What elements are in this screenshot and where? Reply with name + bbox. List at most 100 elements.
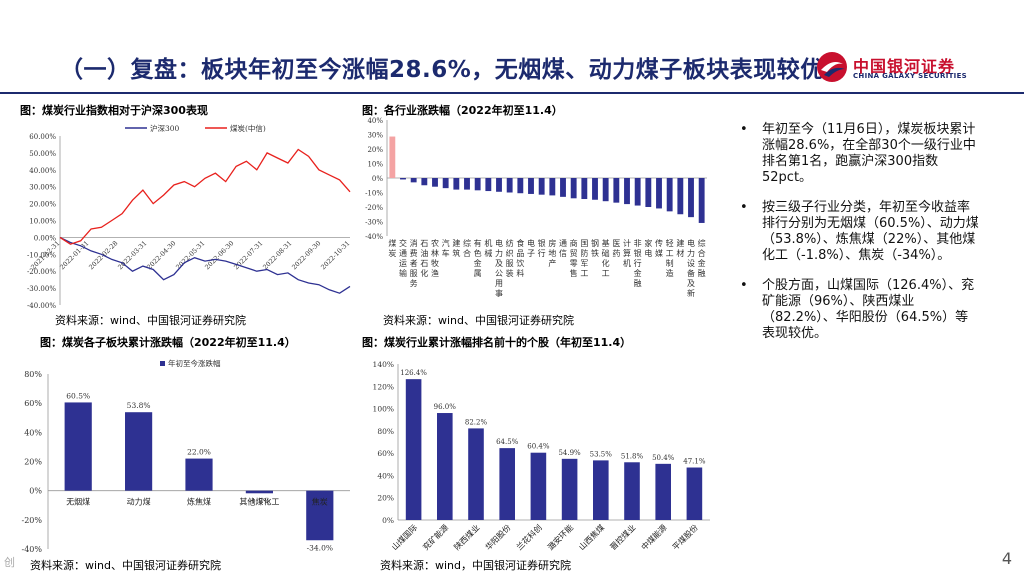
chart1-y-tick: 0.00% xyxy=(34,234,57,242)
chart3-bar-chart: 80% 60% 40% 20% 0% -20% -40% 年初至今涨跌幅 60.5% 无烟煤 53.… xyxy=(22,358,350,554)
bullet-dot-icon: • xyxy=(740,200,748,215)
chart2-x-label: 通信 xyxy=(559,238,567,258)
logo-text-en: CHINA GALAXY SECURITIES xyxy=(853,72,967,80)
chart2-bar xyxy=(570,178,577,199)
chart1-x-tick: 2022-04-30 xyxy=(145,239,177,271)
chart3-y-tick: 20% xyxy=(24,458,42,467)
chart2-x-label: 电力设备及新 xyxy=(687,238,695,298)
chart4-bar xyxy=(593,460,609,520)
chart4-source: 资料来源：wind，中国银河证券研究院 xyxy=(380,559,572,572)
chart2-x-label: 建材 xyxy=(676,238,684,258)
chart2-title: 图：各行业涨跌幅（2022年初至11.4） xyxy=(362,104,563,117)
chart2-x-label: 电力及公用事 xyxy=(495,238,503,298)
chart2-y-tick: 30% xyxy=(367,132,383,140)
chart2-bar xyxy=(453,178,460,190)
chart2-bar xyxy=(389,136,396,178)
chart1-y-tick: 10.00% xyxy=(29,218,56,226)
chart2-x-label: 交通运输 xyxy=(399,238,407,278)
chart2-bar xyxy=(538,178,545,195)
chart2-bar xyxy=(528,178,534,194)
chart4-data-label: 47.1% xyxy=(683,458,706,466)
chart4-data-label: 54.9% xyxy=(558,449,581,457)
chart2-y-tick: -20% xyxy=(365,204,383,212)
chart2-bar xyxy=(656,178,662,209)
chart1-x-tick: 2022-10-31 xyxy=(319,239,351,271)
chart2-bar xyxy=(517,178,524,194)
chart3-bar xyxy=(125,412,153,491)
chart1-legend-label: 煤炭(中信) xyxy=(230,123,266,133)
chart2-x-label: 农林牧渔 xyxy=(431,238,439,278)
company-logo: 中国银河证券 CHINA GALAXY SECURITIES xyxy=(815,50,975,86)
chart1-line-chart: 60.00% 50.00% 40.00% 30.00% 20.00% 10.00% 0.00… xyxy=(27,123,351,310)
chart4-data-label: 96.0% xyxy=(434,403,457,411)
chart3-y-tick: 60% xyxy=(24,399,42,408)
footer-mark: 创 xyxy=(4,556,15,569)
chart1-y-tick: 60.00% xyxy=(29,133,56,141)
chart1-x-tick: 2022-09-30 xyxy=(290,239,322,271)
bullet-text: 个股方面，山煤国际（126.4%）、兖矿能源（96%）、陕西煤业（82.2%）、… xyxy=(762,278,975,341)
chart2-bar xyxy=(677,178,684,215)
chart4-bar-chart: 140% 120% 100% 80% 60% 40% 20% 0% 126.4% 山煤国际 96.0… xyxy=(373,360,710,552)
chart4-y-tick: 100% xyxy=(373,405,394,414)
chart2-y-tick: -30% xyxy=(365,219,383,227)
chart1-series-line xyxy=(59,148,351,245)
chart2-bar xyxy=(549,178,556,196)
chart2-y-tick: 0% xyxy=(372,175,383,183)
chart2-bar xyxy=(496,178,502,192)
chart1-y-tick: 40.00% xyxy=(29,167,56,175)
chart3-data-label: 60.5% xyxy=(66,391,90,400)
chart2-x-label: 综合 xyxy=(463,238,471,258)
chart2-bar xyxy=(592,178,598,200)
chart2-bar xyxy=(464,178,470,190)
chart4-bar xyxy=(499,448,515,520)
chart3-x-label: 无烟煤 xyxy=(66,497,90,507)
chart2-x-label: 商贸零售 xyxy=(570,238,578,278)
chart1-x-tick: 2022-06-30 xyxy=(203,239,235,271)
chart2-x-label: 综合金融 xyxy=(698,238,706,278)
chart4-x-label: 华阳股份 xyxy=(483,522,513,552)
chart2-x-label: 机械 xyxy=(484,238,492,258)
chart2-x-label: 医药 xyxy=(612,239,620,258)
chart2-x-label: 食品饮料 xyxy=(516,238,524,278)
chart2-x-label: 电子 xyxy=(527,238,535,258)
chart3-y-tick: 80% xyxy=(24,370,42,379)
slide-title: （一）复盘：板块年初至今涨幅28.6%，无烟煤、动力煤子板块表现较优 xyxy=(60,57,824,83)
chart2-y-tick: 20% xyxy=(367,146,383,154)
bullet-dot-icon: • xyxy=(740,122,748,137)
chart3-data-label: 22.0% xyxy=(187,448,211,457)
chart2-bar xyxy=(666,178,673,212)
chart4-y-tick: 0% xyxy=(382,516,394,525)
chart4-data-label: 126.4% xyxy=(400,369,427,377)
chart3-x-label: 焦炭 xyxy=(312,497,328,507)
chart2-source: 资料来源：wind、中国银河证券研究院 xyxy=(383,314,575,327)
chart2-x-label: 基础化工 xyxy=(602,238,610,278)
galaxy-logo-icon xyxy=(817,52,847,82)
bullet-dot-icon: • xyxy=(740,278,748,293)
chart4-data-label: 82.2% xyxy=(465,418,488,426)
chart1-y-tick: -30.00% xyxy=(27,285,56,293)
chart2-x-label: 纺织服装 xyxy=(506,238,514,278)
chart2-x-label: 家电 xyxy=(644,238,652,258)
chart1-y-tick: 50.00% xyxy=(29,150,56,158)
chart2-bar xyxy=(474,178,481,191)
chart4-y-tick: 120% xyxy=(373,382,394,391)
chart4-x-label: 陕西煤业 xyxy=(452,522,482,552)
chart3-data-label: -34.0% xyxy=(307,543,333,552)
chart1-x-tick: 2022-07-31 xyxy=(232,239,264,271)
chart2-bar xyxy=(634,178,641,206)
chart4-bar xyxy=(437,413,453,520)
chart1-y-tick: -20.00% xyxy=(27,268,56,276)
chart2-bar xyxy=(602,178,609,202)
chart1-y-tick: 30.00% xyxy=(29,184,56,192)
chart4-x-label: 中煤能源 xyxy=(639,522,669,552)
chart1-x-tick: 2022-05-31 xyxy=(174,239,206,271)
chart4-y-tick: 60% xyxy=(377,449,394,458)
chart2-bar xyxy=(442,178,449,189)
chart4-bar xyxy=(468,428,484,520)
chart4-y-tick: 40% xyxy=(377,471,394,480)
chart2-bar xyxy=(506,178,513,193)
chart4-x-label: 山煤国际 xyxy=(389,522,419,552)
chart3-bar xyxy=(185,458,213,491)
chart2-x-label: 传媒 xyxy=(655,238,663,258)
chart2-bar xyxy=(698,178,705,223)
